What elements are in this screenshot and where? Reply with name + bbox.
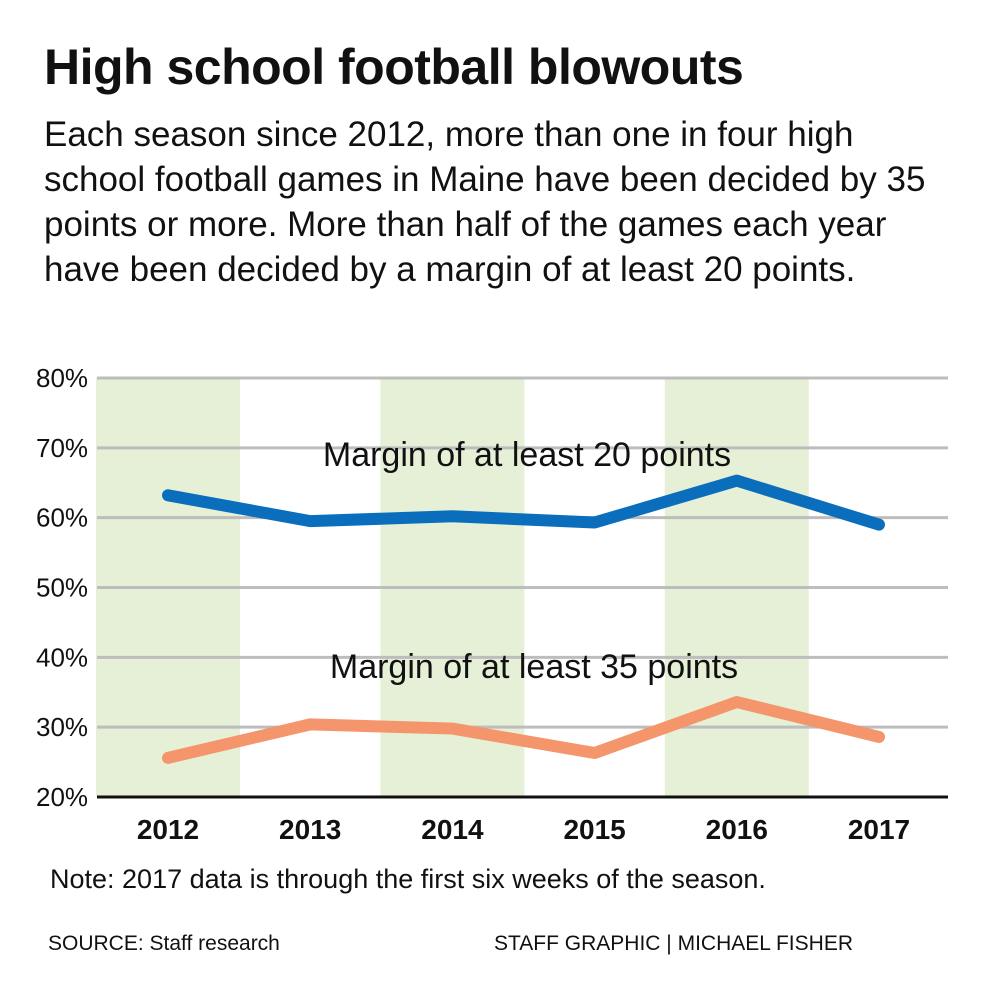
series-label-2: Margin of at least 35 points (330, 648, 738, 686)
x-tick-label: 2013 (279, 814, 341, 845)
line-chart: 80% 70% 60% 50% 40% 30% 20% Margin of at least… (36, 363, 948, 845)
chart-subtitle: Each season since 2012, more than one in… (44, 115, 926, 289)
y-tick-label: 20% (36, 782, 88, 812)
chart-note: Note: 2017 data is through the first six… (50, 864, 766, 894)
x-axis-ticks: 2012 2013 2014 2015 2016 2017 (137, 814, 910, 845)
source-credit: SOURCE: Staff research (48, 932, 280, 955)
x-tick-label: 2012 (137, 814, 199, 845)
chart-title: High school football blowouts (44, 39, 744, 95)
x-tick-label: 2015 (563, 814, 625, 845)
y-tick-label: 30% (36, 712, 88, 742)
y-axis-ticks: 80% 70% 60% 50% 40% 30% 20% (36, 363, 88, 812)
series-lines (162, 474, 885, 764)
graphic-credit: STAFF GRAPHIC | MICHAEL FISHER (494, 932, 853, 955)
x-tick-label: 2014 (421, 814, 484, 845)
y-tick-label: 80% (36, 363, 88, 393)
y-tick-label: 60% (36, 503, 88, 533)
x-tick-label: 2016 (706, 814, 768, 845)
y-tick-label: 70% (36, 433, 88, 463)
series-line-2 (162, 696, 885, 764)
series-label-1: Margin of at least 20 points (323, 436, 731, 474)
series-line-1 (162, 474, 885, 531)
x-tick-label: 2017 (848, 814, 910, 845)
gridlines (97, 376, 948, 729)
series-labels: Margin of at least 20 points Margin of at… (323, 436, 738, 686)
y-tick-label: 50% (36, 573, 88, 603)
y-tick-label: 40% (36, 642, 88, 672)
